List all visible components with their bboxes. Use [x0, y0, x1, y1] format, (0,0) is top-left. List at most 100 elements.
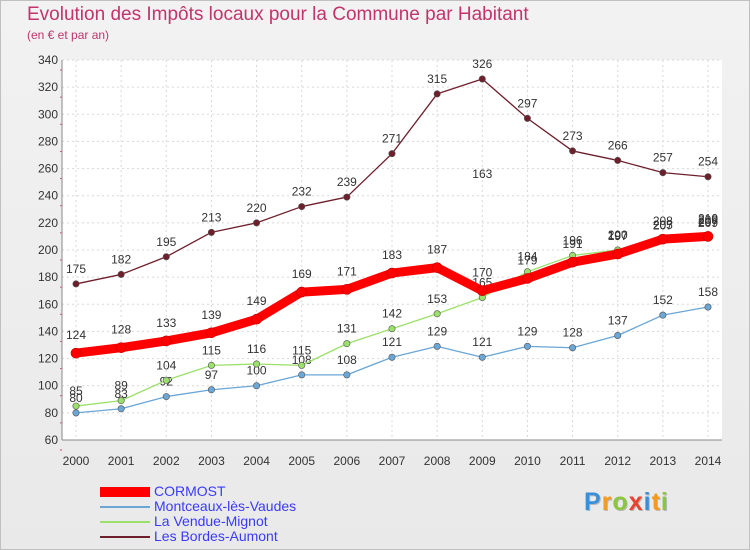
- data-point: [298, 371, 306, 379]
- x-tick-label: 2004: [243, 454, 270, 468]
- data-point: [207, 361, 215, 369]
- y-tick-label: 140: [38, 324, 58, 338]
- data-point: [431, 262, 443, 273]
- proxiti-logo: Proxiti: [584, 488, 669, 517]
- data-label: 254: [698, 155, 718, 169]
- data-label: 100: [247, 364, 267, 378]
- data-point: [567, 256, 578, 268]
- data-point: [522, 273, 533, 284]
- data-label: 121: [472, 335, 492, 349]
- data-label: 200: [608, 228, 628, 242]
- logo-letter: t: [651, 488, 661, 516]
- data-point: [72, 402, 80, 410]
- y-tick-label: 220: [38, 216, 58, 230]
- data-label: 80: [69, 391, 83, 405]
- y-tick-label: 100: [38, 379, 58, 393]
- data-point: [388, 325, 396, 333]
- data-label: 137: [608, 314, 628, 328]
- data-label: 209: [698, 216, 718, 230]
- data-point: [657, 233, 669, 245]
- legend-label: La Vendue-Mignot: [154, 513, 268, 529]
- data-point: [206, 327, 217, 339]
- data-point: [117, 397, 125, 405]
- data-point: [341, 284, 353, 295]
- data-point: [298, 361, 306, 369]
- data-label: 257: [653, 151, 673, 165]
- x-tick-label: 2010: [514, 454, 541, 468]
- y-tick-label: 120: [38, 352, 58, 366]
- data-point: [478, 75, 486, 83]
- legend-label: Montceaux-lès-Vaudes: [154, 498, 297, 514]
- x-tick-label: 2014: [695, 454, 722, 468]
- data-label: 326: [472, 57, 492, 71]
- data-label-overlap: 163: [472, 167, 492, 181]
- legend-swatch: [100, 536, 150, 538]
- data-label: 207: [653, 219, 673, 233]
- data-point: [251, 313, 262, 325]
- y-tick-label: 160: [38, 297, 58, 311]
- x-tick-label: 2009: [469, 454, 496, 468]
- x-tick-label: 2013: [650, 454, 677, 468]
- chart-subtitle: (en € et par an): [27, 28, 110, 42]
- data-label-overlap: 207: [698, 215, 718, 229]
- data-point: [115, 342, 127, 354]
- data-point: [162, 376, 170, 384]
- data-label: 139: [201, 308, 221, 322]
- data-label: 104: [156, 358, 176, 372]
- data-point: [433, 342, 441, 350]
- data-point: [162, 393, 170, 401]
- data-label: 171: [337, 264, 357, 278]
- data-point: [433, 90, 441, 98]
- data-label: 170: [472, 266, 492, 280]
- data-label: 179: [517, 254, 537, 268]
- data-label: 89: [114, 379, 128, 393]
- data-label: 182: [111, 252, 131, 266]
- data-point: [702, 231, 714, 242]
- data-label: 169: [292, 267, 312, 281]
- data-label: 97: [205, 368, 219, 382]
- x-tick-label: 2005: [288, 454, 315, 468]
- data-point: [117, 270, 125, 278]
- data-point: [659, 169, 667, 177]
- x-tick-label: 2003: [198, 454, 225, 468]
- data-label: 183: [382, 248, 402, 262]
- logo-letter: i: [643, 488, 652, 516]
- data-label: 266: [608, 138, 628, 152]
- logo-letter: x: [628, 488, 644, 516]
- y-tick-label: 340: [38, 53, 58, 67]
- data-point: [207, 386, 215, 394]
- data-point: [523, 114, 531, 122]
- data-point: [72, 280, 80, 288]
- data-label: 187: [427, 243, 447, 257]
- y-tick-label: 60: [45, 433, 59, 447]
- data-label: 115: [292, 343, 311, 357]
- y-tick-label: 180: [38, 270, 58, 284]
- x-tick-label: 2011: [560, 454, 586, 468]
- x-tick-label: 2006: [334, 454, 361, 468]
- logo-letter: P: [584, 488, 602, 516]
- data-point: [72, 409, 80, 417]
- data-point: [160, 335, 172, 347]
- data-point: [296, 286, 308, 298]
- x-tick-label: 2007: [379, 454, 406, 468]
- data-label: 149: [247, 294, 267, 308]
- data-point: [253, 360, 261, 368]
- data-point: [343, 340, 351, 348]
- data-label: 239: [337, 175, 357, 189]
- data-point: [569, 147, 577, 155]
- data-label: 315: [427, 72, 447, 86]
- data-point: [476, 285, 488, 297]
- data-label: 128: [111, 323, 131, 337]
- data-point: [343, 371, 351, 379]
- data-point: [70, 347, 82, 359]
- data-label: 108: [337, 353, 357, 367]
- data-point: [614, 156, 622, 164]
- logo-letter: o: [612, 488, 629, 516]
- y-tick-label: 300: [38, 107, 58, 121]
- legend-label: CORMOST: [154, 483, 226, 499]
- data-point: [612, 248, 624, 260]
- data-point: [162, 253, 170, 261]
- data-point: [704, 303, 712, 311]
- data-label: 195: [156, 235, 176, 249]
- data-point: [569, 344, 577, 352]
